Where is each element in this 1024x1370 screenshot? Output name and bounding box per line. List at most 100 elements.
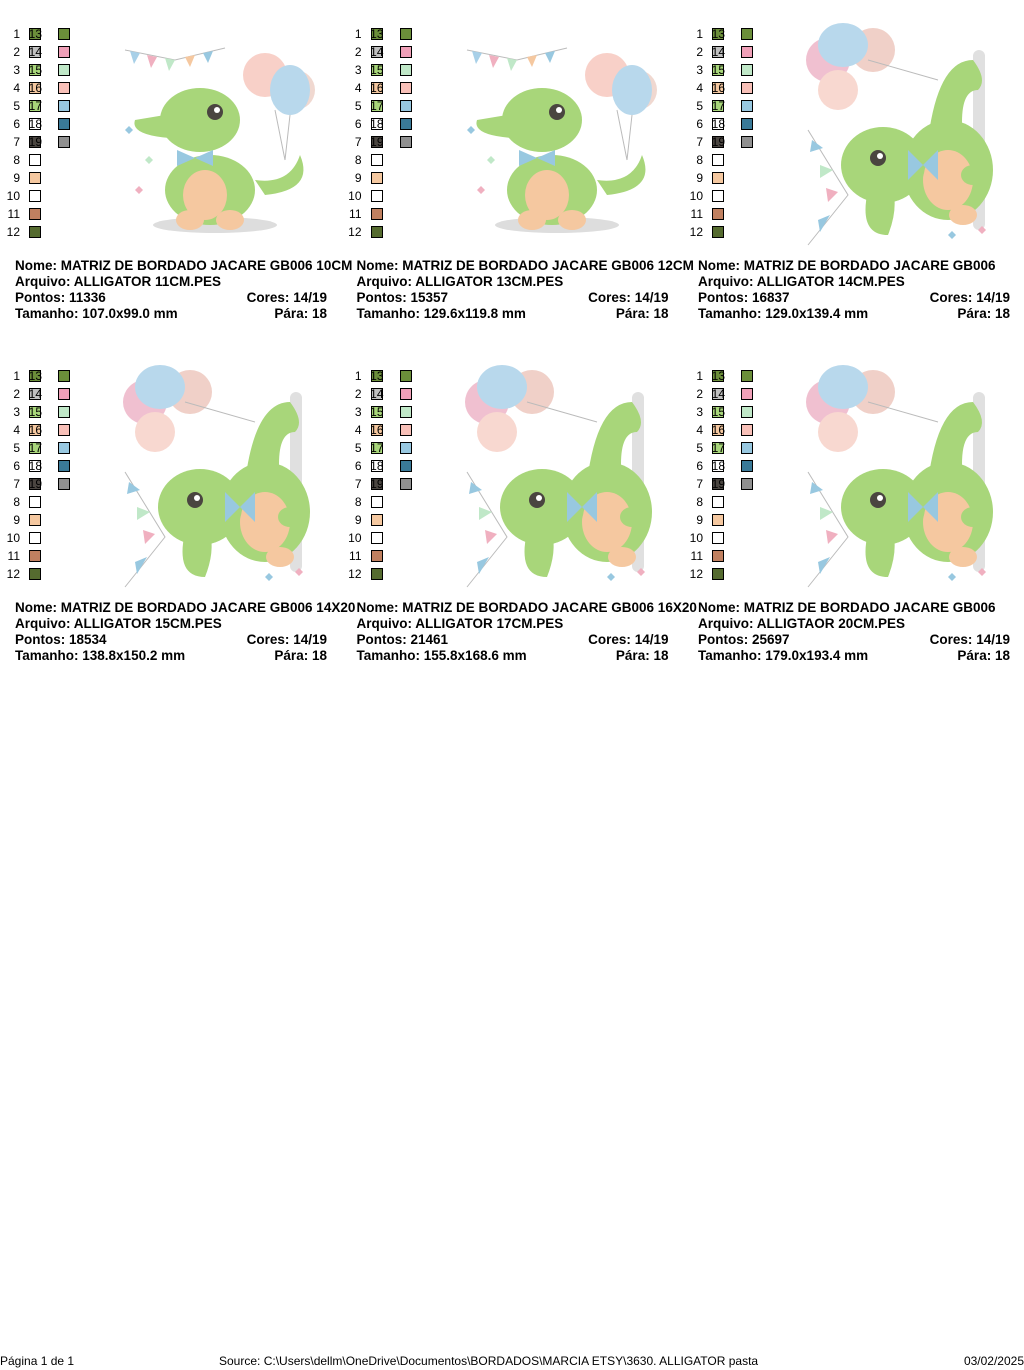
- color-number: 13: [370, 369, 384, 383]
- color-number: 9: [354, 171, 362, 185]
- stitches-label: Pontos:: [698, 290, 749, 305]
- color-swatch: [399, 118, 412, 130]
- color-number: 6: [13, 117, 20, 131]
- size-label: Tamanho:: [356, 306, 421, 321]
- color-number: 6: [696, 459, 703, 473]
- name-line: Nome: MATRIZ DE BORDADO JACARE GB006: [698, 258, 1010, 274]
- color-swatch: [29, 406, 41, 418]
- color-swatch: [29, 64, 41, 76]
- color-swatch: [370, 82, 383, 94]
- color-swatch: [712, 370, 724, 382]
- color-number: 12: [6, 567, 20, 581]
- color-swatch: [29, 496, 41, 508]
- color-swatch: [741, 64, 753, 76]
- size-line: Tamanho: 179.0x193.4 mm Pára: 18: [698, 648, 1010, 664]
- design-size: 129.6x119.8 mm: [423, 306, 526, 321]
- color-swatch: [399, 82, 412, 94]
- color-number: 19: [711, 135, 725, 149]
- size-label: Tamanho:: [15, 306, 79, 321]
- color-swatch: [741, 28, 753, 40]
- color-swatch: [370, 550, 383, 562]
- color-swatch: [370, 370, 383, 382]
- design-size: 129.0x139.4 mm: [765, 306, 869, 321]
- colors-value: Cores: 14/19: [930, 632, 1010, 648]
- color-swatch: [29, 208, 41, 220]
- color-swatch: [399, 406, 412, 418]
- color-swatch: [712, 28, 724, 40]
- color-number: 4: [354, 423, 362, 437]
- design-name: MATRIZ DE BORDADO JACARE GB006 10CM: [60, 258, 353, 273]
- design-card: 1 2 3 4 5 6 7 8 9 10 11 12 13 14 15 16 17 18 19 Nome: MATR…: [0, 342, 355, 684]
- color-swatch: [29, 370, 41, 382]
- color-number: 7: [13, 135, 20, 149]
- color-swatch: [58, 136, 70, 148]
- color-swatch: [741, 388, 753, 400]
- color-swatch: [741, 442, 753, 454]
- color-swatch: [741, 460, 753, 472]
- color-number: 3: [354, 63, 362, 77]
- stitches-line: Pontos: 25697 Cores: 14/19: [698, 632, 1010, 648]
- color-swatch: [399, 46, 412, 58]
- color-number: 15: [711, 405, 725, 419]
- file-label: Arquivo:: [356, 274, 413, 289]
- color-swatch: [29, 154, 41, 166]
- color-number: 10: [689, 189, 703, 203]
- color-swatch: [399, 370, 412, 382]
- colors-label: Cores:: [246, 290, 290, 305]
- color-number: 14: [370, 45, 384, 59]
- file-line: Arquivo: ALLIGATOR 13CM.PES: [357, 274, 669, 290]
- file-name: ALLIGATOR 17CM.PES: [415, 616, 564, 631]
- design-info: Nome: MATRIZ DE BORDADO JACARE GB006 14X…: [15, 600, 355, 664]
- color-number: 11: [690, 549, 703, 563]
- color-swatch: [29, 514, 41, 526]
- color-number: 17: [370, 441, 384, 455]
- embroidery-preview: [457, 20, 672, 250]
- color-number: 18: [711, 459, 725, 473]
- color-swatch: [370, 406, 383, 418]
- color-swatch: [370, 424, 383, 436]
- stops-value: Pára: 18: [616, 648, 669, 664]
- color-number: 18: [370, 117, 384, 131]
- color-number: 2: [354, 387, 362, 401]
- color-number: 2: [696, 387, 703, 401]
- stitches-line: Pontos: 18534 Cores: 14/19: [15, 632, 327, 648]
- stitches-label: Pontos:: [356, 290, 407, 305]
- embroidery-preview: [115, 362, 330, 592]
- file-label: Arquivo:: [356, 616, 413, 631]
- color-number: 4: [696, 423, 703, 437]
- color-swatch: [29, 100, 41, 112]
- design-card: 1 2 3 4 5 6 7 8 9 10 11 12 13 14 15 16 17 18 19 Nome: MATR…: [342, 0, 694, 342]
- color-number: 9: [13, 513, 20, 527]
- color-swatch: [712, 226, 724, 238]
- color-swatch: [29, 424, 41, 436]
- color-number: 2: [696, 45, 703, 59]
- color-number: 16: [370, 423, 384, 437]
- design-size: 107.0x99.0 mm: [82, 306, 178, 321]
- color-number: 1: [13, 27, 20, 41]
- color-swatch: [399, 478, 412, 490]
- size-label: Tamanho:: [356, 648, 421, 663]
- color-count: 14/19: [634, 290, 669, 305]
- color-swatch: [29, 568, 41, 580]
- file-name: ALLIGATOR 14CM.PES: [756, 274, 905, 289]
- color-swatch: [712, 478, 724, 490]
- color-swatch: [29, 190, 41, 202]
- name-line: Nome: MATRIZ DE BORDADO JACARE GB006 16X…: [357, 600, 697, 616]
- color-swatch: [29, 532, 41, 544]
- file-name: ALLIGATOR 11CM.PES: [73, 274, 222, 289]
- color-number: 7: [696, 135, 703, 149]
- stops-value: Pára: 18: [957, 648, 1010, 664]
- color-number: 19: [28, 477, 42, 491]
- color-swatch: [712, 82, 724, 94]
- color-number: 16: [28, 423, 42, 437]
- color-swatch: [741, 46, 753, 58]
- size-line: Tamanho: 129.6x119.8 mm Pára: 18: [357, 306, 669, 322]
- color-number: 19: [28, 135, 42, 149]
- color-number: 11: [690, 207, 703, 221]
- color-number: 8: [13, 495, 20, 509]
- design-card: 1 2 3 4 5 6 7 8 9 10 11 12 13 14 15 16 17 18 19 Nome: MATR…: [683, 342, 1024, 684]
- color-swatch: [58, 46, 70, 58]
- colors-value: Cores: 14/19: [588, 632, 668, 648]
- name-line: Nome: MATRIZ DE BORDADO JACARE GB006 14X…: [15, 600, 355, 616]
